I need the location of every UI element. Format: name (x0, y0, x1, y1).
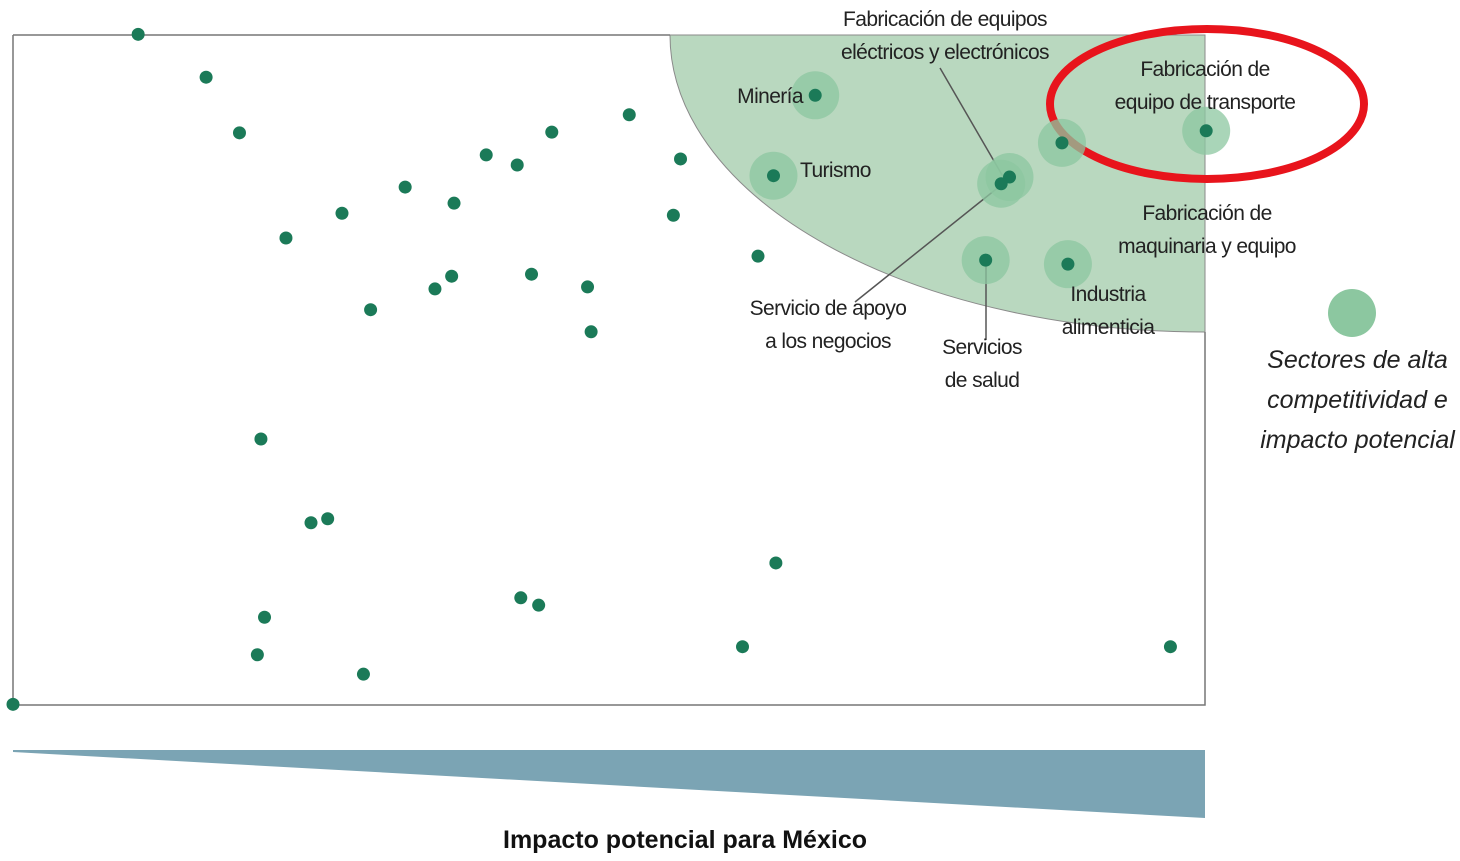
x-axis-title: Impacto potencial para México (503, 826, 867, 854)
data-point (1199, 124, 1213, 138)
legend-swatch (1328, 289, 1376, 337)
data-point (131, 27, 145, 41)
data-point (199, 70, 213, 84)
data-point (622, 108, 636, 122)
data-point (532, 598, 546, 612)
sector-label: Fabricación de maquinaria y equipo (1118, 202, 1296, 258)
data-point (514, 591, 528, 605)
data-point (250, 648, 264, 662)
data-point (769, 556, 783, 570)
data-point (258, 610, 272, 624)
sector-label: Industria alimenticia (1061, 283, 1155, 339)
data-point (335, 206, 349, 220)
data-point (279, 231, 293, 245)
data-point (525, 267, 539, 281)
data-point (736, 640, 750, 654)
data-point (1055, 136, 1069, 150)
data-point (1061, 257, 1075, 271)
data-point (447, 196, 461, 210)
sector-label: Servicio de apoyo a los negocios (749, 297, 907, 353)
data-point (232, 126, 246, 140)
data-point (356, 667, 370, 681)
data-point (428, 282, 442, 296)
legend-label: Sectores de alta competitividad e impact… (1260, 346, 1455, 454)
sector-label: Fabricación de equipos eléctricos y elec… (841, 8, 1050, 64)
data-point (445, 269, 459, 283)
data-point (254, 432, 268, 446)
data-point (510, 158, 524, 172)
data-point (666, 208, 680, 222)
data-point (766, 169, 780, 183)
data-point (545, 125, 559, 139)
data-point (321, 512, 335, 526)
leader-line (854, 185, 1001, 303)
data-point (479, 148, 493, 162)
data-point (674, 152, 688, 166)
data-point (364, 303, 378, 317)
impact-wedge (13, 750, 1205, 818)
sector-label: Minería (737, 85, 803, 108)
sector-label: Turismo (800, 159, 871, 182)
data-point (6, 697, 20, 711)
plot-frame (12, 34, 1206, 706)
sector-label: Fabricación de equipo de transporte (1114, 58, 1296, 114)
data-point (751, 249, 765, 263)
data-point (584, 325, 598, 339)
data-point (398, 180, 412, 194)
data-point (304, 516, 318, 530)
data-point (581, 280, 595, 294)
data-point (979, 253, 993, 267)
data-point (808, 88, 822, 102)
data-point (1163, 640, 1177, 654)
data-point (994, 177, 1008, 191)
highlight-ring (1046, 25, 1368, 183)
sector-label: Servicios de salud (942, 336, 1022, 392)
